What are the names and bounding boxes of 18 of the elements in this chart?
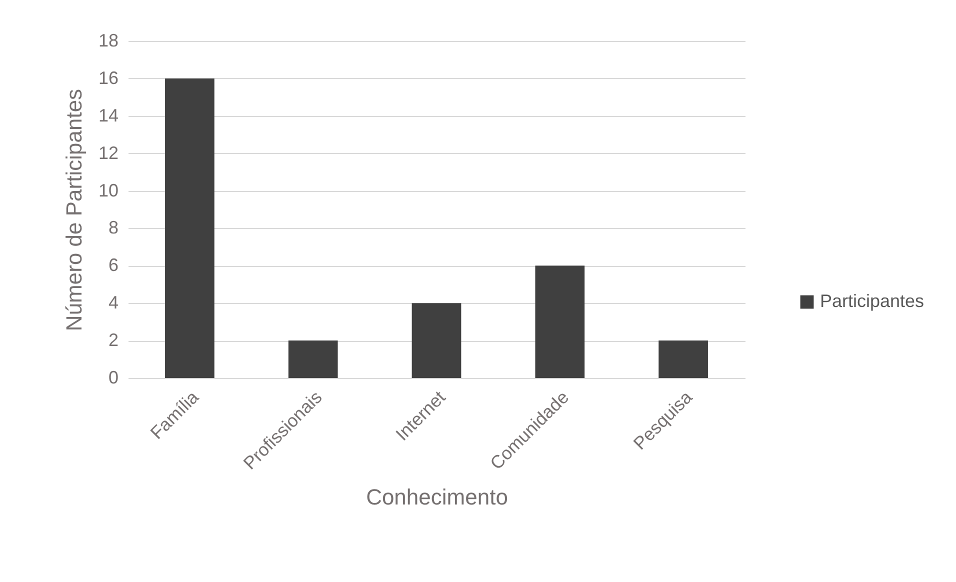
bar: [165, 78, 214, 378]
x-axis-title: Conhecimento: [366, 484, 508, 510]
y-tick-label: 10: [98, 180, 118, 200]
y-tick-label: 18: [98, 30, 118, 50]
legend-label: Participantes: [820, 291, 924, 311]
y-tick-label: 6: [108, 255, 118, 276]
y-tick-label: 4: [108, 292, 118, 313]
bar: [658, 340, 708, 378]
bar: [412, 303, 462, 378]
y-tick-label: 0: [108, 368, 118, 388]
y-tick-label: 8: [108, 218, 118, 238]
y-axis-title: Número de Participantes: [61, 88, 86, 332]
y-tick-label: 14: [98, 105, 118, 126]
bar: [535, 266, 585, 378]
y-tick-label: 12: [98, 142, 118, 163]
bar: [288, 340, 338, 378]
y-tick-label: 2: [108, 330, 118, 350]
y-tick-label: 16: [98, 68, 118, 88]
